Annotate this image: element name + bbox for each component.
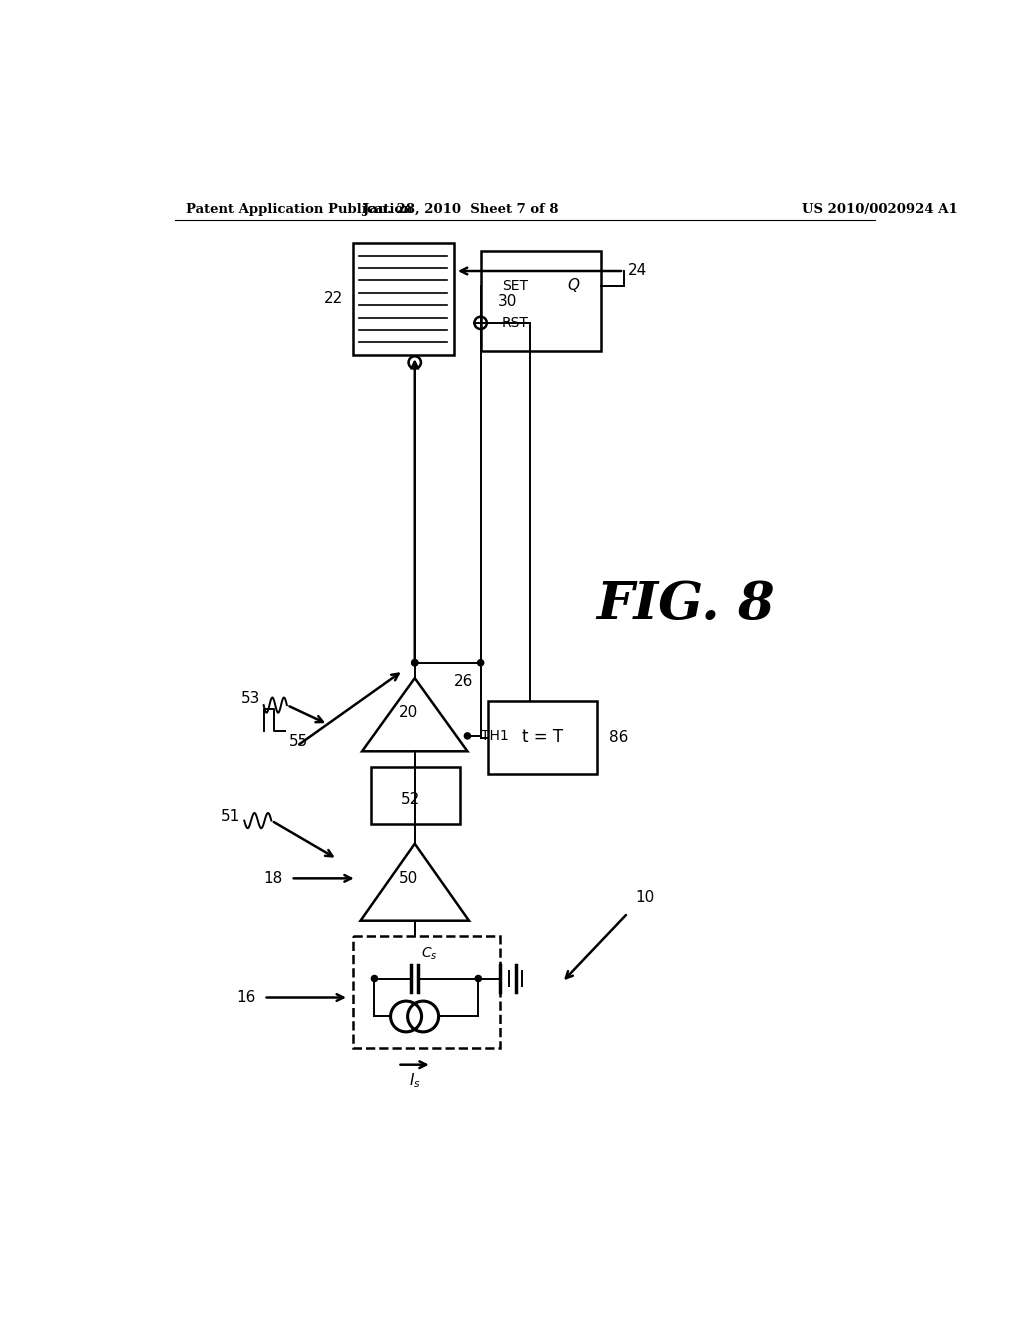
Bar [352,243,454,355]
Text: 10: 10 [636,890,655,906]
Circle shape [412,660,418,665]
Text: Patent Application Publication: Patent Application Publication [186,203,413,216]
Text: 53: 53 [241,692,260,706]
Circle shape [372,975,378,982]
Text: SET: SET [503,279,528,293]
Circle shape [475,975,481,982]
Text: $C_s$: $C_s$ [421,945,437,961]
Bar [488,701,597,775]
Text: US 2010/0020924 A1: US 2010/0020924 A1 [802,203,958,216]
Polygon shape [362,678,467,751]
Text: RST: RST [502,315,529,330]
Text: 26: 26 [454,675,473,689]
Text: 24: 24 [628,263,647,279]
Bar [352,936,500,1048]
Text: 55: 55 [289,734,308,750]
Bar [371,767,460,825]
Text: Jan. 28, 2010  Sheet 7 of 8: Jan. 28, 2010 Sheet 7 of 8 [364,203,559,216]
Text: TH1: TH1 [481,729,509,743]
Circle shape [464,733,471,739]
Text: 50: 50 [399,871,418,886]
Text: 22: 22 [325,290,343,306]
Text: t = T: t = T [522,729,563,746]
Polygon shape [360,843,469,921]
Text: 51: 51 [221,809,241,824]
Text: Q: Q [567,279,580,293]
Text: 30: 30 [498,294,517,309]
Text: FIG. 8: FIG. 8 [597,579,775,631]
Circle shape [412,660,418,665]
Text: 18: 18 [264,871,283,886]
Text: 52: 52 [401,792,421,807]
Text: $I_s$: $I_s$ [409,1071,421,1089]
Text: 16: 16 [237,990,256,1005]
Circle shape [477,660,483,665]
Text: 20: 20 [399,705,418,721]
Bar [480,251,601,351]
Text: 86: 86 [608,730,628,744]
